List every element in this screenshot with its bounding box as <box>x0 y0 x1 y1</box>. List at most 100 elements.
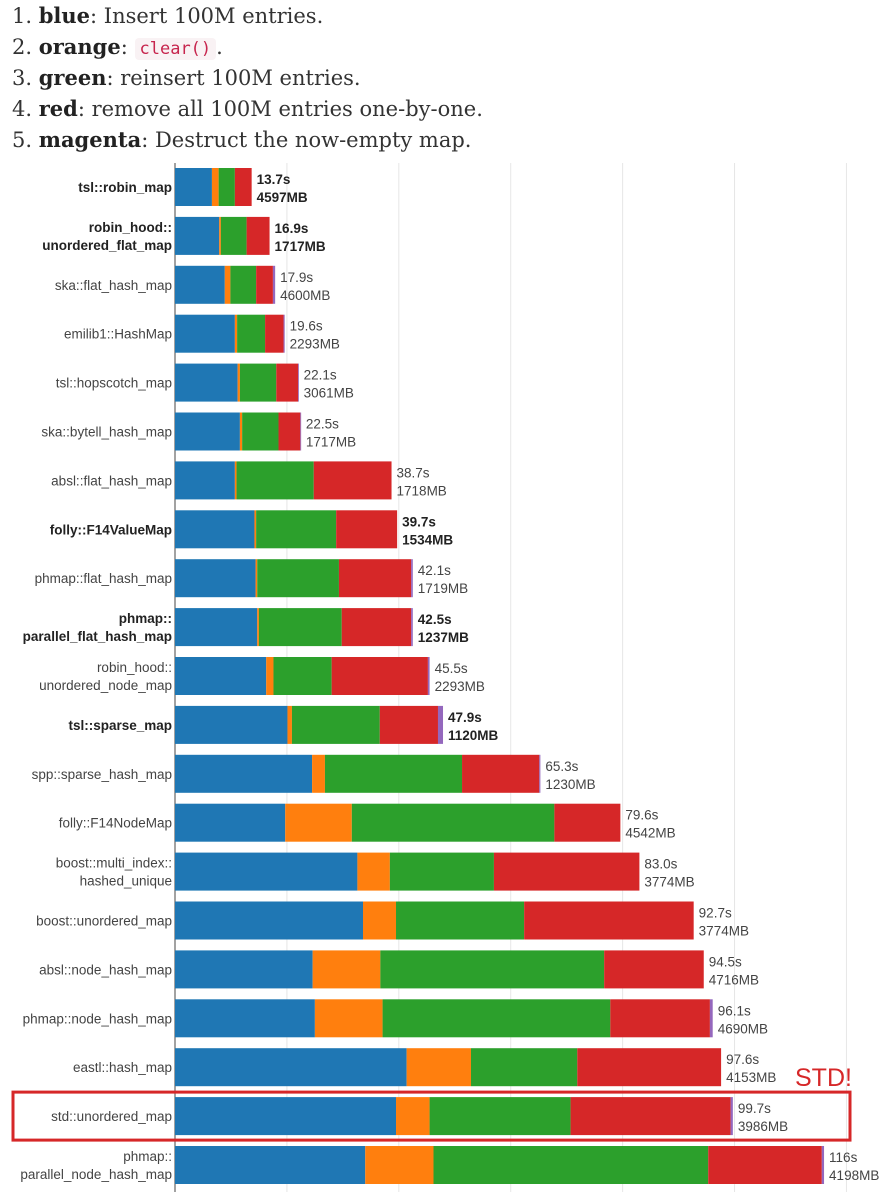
memory-label: 4597MB <box>257 190 308 205</box>
bar-segment-magenta <box>709 999 713 1038</box>
bar-segment-red <box>524 901 694 940</box>
category-label: tsl::robin_map <box>78 180 172 195</box>
legend-text: : Insert 100M entries. <box>90 4 324 28</box>
category-label: phmap:: parallel_node_hash_map <box>20 1149 172 1182</box>
time-label: 19.6s <box>290 319 323 334</box>
bar-segment-red <box>336 510 398 549</box>
bar-segment-blue <box>175 1048 407 1087</box>
bar-segment-red <box>265 314 284 353</box>
bar-segment-orange <box>254 510 257 549</box>
memory-label: 2293MB <box>435 679 485 694</box>
bar-segment-green <box>256 510 337 549</box>
time-label: 38.7s <box>397 465 430 480</box>
bar-segment-red <box>234 168 252 206</box>
category-label: phmap:: parallel_flat_hash_map <box>23 611 172 644</box>
bar-segment-blue <box>175 412 240 451</box>
bar-segment-magenta <box>821 1146 825 1184</box>
bar-segment-red <box>278 412 301 451</box>
category-label: ska::flat_hash_map <box>55 278 172 293</box>
bar-segment-green <box>324 754 463 793</box>
legend-number: 2. <box>12 35 33 59</box>
legend-text: : <box>120 35 135 59</box>
legend-color-word: blue <box>38 3 91 28</box>
bar-segment-orange <box>219 216 221 255</box>
memory-label: 1718MB <box>397 483 447 498</box>
bar-segment-orange <box>255 559 258 598</box>
bar-segment-red <box>493 852 640 891</box>
time-label: 22.5s <box>306 417 339 432</box>
bar-segment-magenta <box>411 559 413 598</box>
category-label: ska::bytell_hash_map <box>41 425 172 440</box>
bar-segment-green <box>218 168 235 206</box>
legend-number: 1. <box>12 4 33 28</box>
time-label: 39.7s <box>402 514 436 529</box>
annotation-label: STD! <box>795 1064 852 1092</box>
bar-segment-green <box>258 608 342 647</box>
bar-segment-blue <box>175 1146 366 1184</box>
bar-segment-red <box>338 559 412 598</box>
bar-segment-orange <box>312 950 381 989</box>
time-label: 13.7s <box>257 172 291 187</box>
bar-segment-magenta <box>272 265 276 304</box>
memory-label: 4198MB <box>829 1168 879 1183</box>
bar-segment-blue <box>175 510 255 549</box>
bar-segment-orange <box>365 1146 434 1184</box>
legend-item-magenta: 5. magenta: Destruct the now-empty map. <box>12 124 882 155</box>
bar-segment-red <box>610 999 710 1038</box>
time-label: 94.5s <box>709 954 742 969</box>
bar-segment-green <box>389 852 494 891</box>
time-label: 42.5s <box>418 612 452 627</box>
bar-segment-orange <box>234 461 237 500</box>
bar-segment-red <box>462 754 540 793</box>
category-label-line: phmap:: <box>119 611 172 626</box>
time-label: 42.1s <box>418 563 451 578</box>
bar-segment-green <box>470 1048 578 1087</box>
bar-segment-red <box>256 265 273 304</box>
legend-color-word: green <box>38 65 107 90</box>
bar-segment-magenta <box>539 754 541 793</box>
bar-segment-magenta <box>300 412 302 451</box>
bar-segment-orange <box>239 412 243 451</box>
category-label: absl::flat_hash_map <box>51 473 172 488</box>
time-label: 116s <box>829 1150 858 1165</box>
bar-segment-green <box>236 461 314 500</box>
bar-segment-orange <box>257 608 259 647</box>
memory-label: 1719MB <box>418 581 468 596</box>
category-label: tsl::sparse_map <box>68 718 172 733</box>
bar-segment-orange <box>357 852 390 891</box>
bar-segment-red <box>313 461 392 500</box>
category-label: robin_hood:: unordered_flat_map <box>42 220 172 253</box>
category-label: folly::F14ValueMap <box>50 522 172 537</box>
bar-segment-orange <box>314 999 383 1038</box>
memory-label: 3774MB <box>644 875 694 890</box>
legend-item-blue: 1. blue: Insert 100M entries. <box>12 0 882 31</box>
category-label: spp::sparse_hash_map <box>32 767 172 782</box>
bar-segment-blue <box>175 803 286 842</box>
bar-segment-magenta <box>283 314 285 353</box>
legend-text: . <box>216 35 223 59</box>
bar-segment-blue <box>175 363 238 402</box>
bar-segment-blue <box>175 852 358 891</box>
bar-segment-green <box>230 265 257 304</box>
legend-item-orange: 2. orange: clear(). <box>12 31 882 62</box>
bar-segment-magenta <box>427 657 430 695</box>
bar-segment-magenta <box>437 705 444 744</box>
legend-item-green: 3. green: reinsert 100M entries. <box>12 62 882 93</box>
memory-label: 1717MB <box>275 239 326 254</box>
bar-segment-green <box>396 901 525 940</box>
bar-segment-orange <box>396 1097 430 1136</box>
memory-label: 3986MB <box>738 1119 788 1134</box>
category-label: absl::node_hash_map <box>39 962 172 977</box>
category-label-line: hashed_unique <box>80 874 172 889</box>
memory-label: 4600MB <box>280 288 330 303</box>
bar-segment-red <box>276 363 299 402</box>
bar-segment-blue <box>175 1097 397 1136</box>
bar-segment-red <box>570 1097 731 1136</box>
memory-label: 4690MB <box>718 1021 768 1036</box>
category-label: std::unordered_map <box>51 1109 172 1124</box>
category-label: phmap::node_hash_map <box>23 1011 172 1026</box>
bar-segment-green <box>237 314 266 353</box>
memory-label: 1230MB <box>545 777 595 792</box>
category-label-line: unordered_node_map <box>39 678 172 693</box>
bar-segment-green <box>429 1097 571 1136</box>
